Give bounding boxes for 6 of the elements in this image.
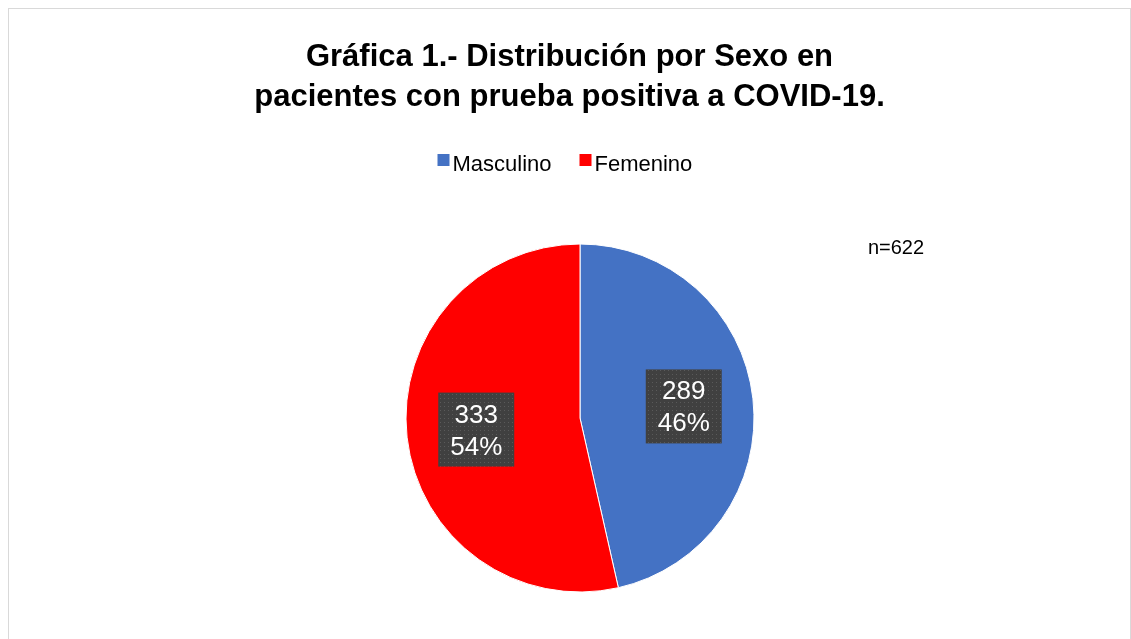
data-label: 289 46% <box>657 375 710 438</box>
legend-label: Femenino <box>594 150 693 176</box>
text: n=622 <box>867 236 925 258</box>
data-label: 333 54% <box>450 398 503 461</box>
chart-title: Gráfica 1.- Distribución por Sexo en pacientes con prueba positiva a COVID-19. <box>254 38 885 113</box>
legend-label: Masculino <box>452 150 552 176</box>
